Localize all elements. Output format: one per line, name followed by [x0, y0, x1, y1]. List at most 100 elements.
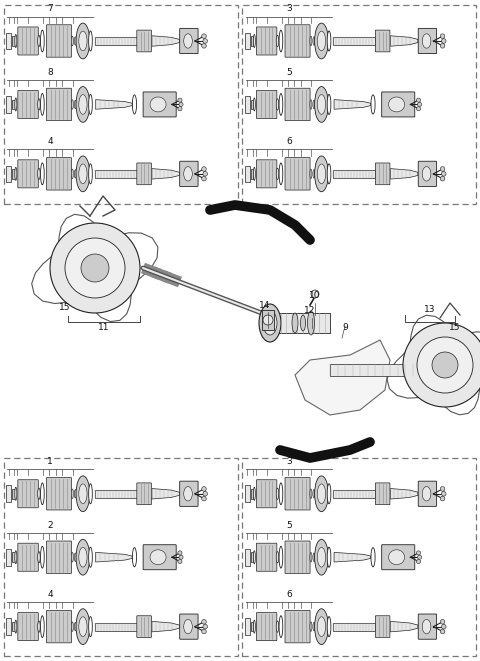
Ellipse shape	[184, 167, 192, 181]
Bar	[245, 165, 250, 182]
Text: 3: 3	[286, 5, 292, 13]
Bar	[12, 169, 15, 178]
Circle shape	[440, 44, 445, 48]
Bar	[245, 32, 250, 50]
Ellipse shape	[77, 170, 79, 178]
Bar	[262, 310, 274, 330]
Ellipse shape	[89, 617, 92, 637]
Circle shape	[440, 34, 445, 38]
Ellipse shape	[310, 553, 312, 562]
FancyBboxPatch shape	[256, 91, 277, 118]
Circle shape	[178, 106, 182, 111]
FancyBboxPatch shape	[143, 545, 176, 570]
Ellipse shape	[37, 488, 40, 500]
Text: 7: 7	[48, 5, 53, 13]
Ellipse shape	[279, 93, 283, 116]
Circle shape	[440, 486, 445, 491]
FancyBboxPatch shape	[418, 481, 437, 506]
Bar	[12, 36, 15, 46]
Text: 13: 13	[424, 305, 436, 314]
Circle shape	[202, 619, 206, 624]
Ellipse shape	[253, 34, 255, 48]
Ellipse shape	[89, 95, 92, 114]
FancyBboxPatch shape	[180, 614, 198, 639]
Ellipse shape	[276, 168, 279, 180]
Ellipse shape	[279, 30, 283, 52]
Bar	[95, 490, 137, 498]
Ellipse shape	[316, 170, 318, 178]
Polygon shape	[96, 100, 132, 109]
Ellipse shape	[316, 100, 318, 108]
FancyBboxPatch shape	[375, 616, 390, 637]
FancyBboxPatch shape	[418, 161, 437, 186]
FancyBboxPatch shape	[137, 30, 151, 52]
Bar	[251, 169, 253, 178]
Ellipse shape	[316, 490, 318, 498]
Bar	[6, 485, 11, 502]
FancyBboxPatch shape	[180, 161, 198, 186]
FancyBboxPatch shape	[18, 543, 38, 571]
Circle shape	[178, 551, 182, 555]
Ellipse shape	[314, 23, 328, 59]
Ellipse shape	[79, 95, 87, 114]
Ellipse shape	[79, 617, 87, 637]
Polygon shape	[334, 100, 371, 109]
Ellipse shape	[327, 484, 331, 504]
Ellipse shape	[15, 34, 17, 48]
FancyBboxPatch shape	[47, 24, 72, 58]
FancyBboxPatch shape	[285, 88, 310, 121]
Ellipse shape	[317, 164, 325, 184]
Text: 10: 10	[309, 291, 321, 300]
Bar	[245, 96, 250, 113]
Bar	[12, 489, 15, 498]
Ellipse shape	[77, 490, 79, 498]
Ellipse shape	[40, 615, 44, 637]
Ellipse shape	[313, 623, 315, 631]
Circle shape	[403, 323, 480, 407]
Ellipse shape	[89, 484, 92, 504]
Ellipse shape	[40, 93, 44, 116]
Circle shape	[418, 102, 421, 106]
Ellipse shape	[40, 483, 44, 505]
Ellipse shape	[77, 553, 79, 561]
Bar	[6, 96, 11, 113]
Circle shape	[202, 176, 206, 181]
FancyBboxPatch shape	[18, 160, 38, 188]
Ellipse shape	[259, 304, 281, 342]
FancyBboxPatch shape	[285, 157, 310, 190]
Circle shape	[179, 555, 183, 559]
Circle shape	[202, 629, 206, 634]
Ellipse shape	[150, 550, 166, 564]
Ellipse shape	[77, 37, 79, 45]
Ellipse shape	[15, 620, 17, 633]
Ellipse shape	[76, 609, 90, 644]
Ellipse shape	[89, 164, 92, 184]
Circle shape	[440, 629, 445, 634]
Ellipse shape	[76, 539, 90, 575]
FancyBboxPatch shape	[180, 28, 198, 54]
Ellipse shape	[310, 169, 312, 178]
Ellipse shape	[89, 547, 92, 567]
Ellipse shape	[74, 623, 76, 631]
Ellipse shape	[314, 87, 328, 122]
Ellipse shape	[310, 100, 312, 109]
Ellipse shape	[371, 95, 375, 114]
Ellipse shape	[72, 169, 73, 178]
Ellipse shape	[279, 163, 283, 184]
Ellipse shape	[72, 100, 73, 109]
Ellipse shape	[276, 488, 279, 500]
Polygon shape	[390, 621, 418, 632]
Bar	[251, 622, 253, 631]
Ellipse shape	[72, 489, 73, 498]
Ellipse shape	[310, 489, 312, 498]
Ellipse shape	[132, 95, 136, 114]
Ellipse shape	[317, 31, 325, 51]
Circle shape	[418, 555, 421, 559]
Ellipse shape	[327, 164, 331, 184]
Ellipse shape	[422, 486, 431, 501]
Ellipse shape	[422, 619, 431, 634]
Polygon shape	[295, 340, 390, 415]
Bar	[251, 100, 253, 109]
Bar	[333, 37, 375, 45]
Text: 2: 2	[48, 521, 53, 529]
